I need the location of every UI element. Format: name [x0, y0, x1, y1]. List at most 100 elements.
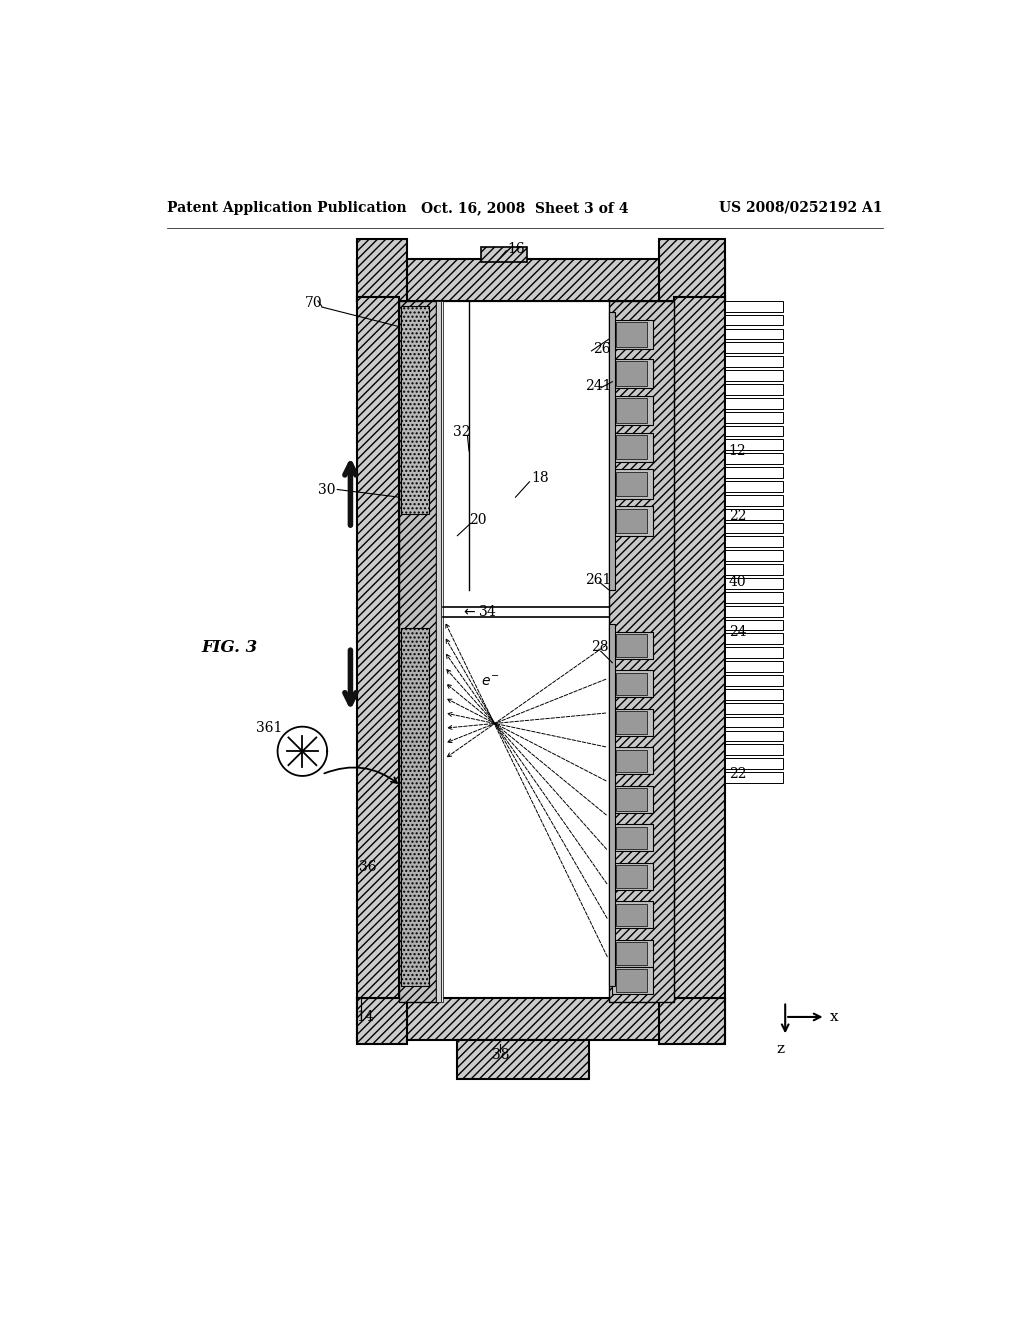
- Bar: [725, 730, 783, 742]
- Bar: [725, 453, 783, 465]
- Bar: [612, 863, 652, 890]
- Bar: [725, 772, 783, 783]
- Bar: [725, 467, 783, 478]
- Text: 16: 16: [508, 243, 525, 256]
- Bar: [436, 301, 441, 1002]
- Text: 12: 12: [729, 444, 746, 458]
- Bar: [612, 940, 652, 966]
- Bar: [616, 969, 647, 991]
- Bar: [725, 550, 783, 561]
- Bar: [612, 825, 652, 851]
- Bar: [725, 356, 783, 367]
- Text: 261: 261: [586, 573, 611, 587]
- Bar: [658, 239, 725, 301]
- Bar: [725, 564, 783, 576]
- Bar: [616, 711, 647, 734]
- Bar: [608, 301, 675, 1002]
- Text: 361: 361: [256, 721, 283, 735]
- Text: 24: 24: [729, 624, 746, 639]
- Bar: [356, 239, 407, 301]
- Bar: [725, 675, 783, 686]
- Bar: [608, 313, 614, 590]
- Bar: [725, 425, 783, 437]
- Bar: [725, 578, 783, 589]
- Bar: [612, 709, 652, 737]
- Bar: [725, 758, 783, 770]
- Bar: [725, 591, 783, 603]
- Bar: [725, 536, 783, 548]
- Bar: [612, 671, 652, 697]
- Bar: [480, 247, 527, 263]
- Text: Oct. 16, 2008  Sheet 3 of 4: Oct. 16, 2008 Sheet 3 of 4: [421, 201, 629, 215]
- Bar: [356, 297, 399, 998]
- Bar: [616, 788, 647, 810]
- Bar: [612, 747, 652, 775]
- Text: 26: 26: [593, 342, 610, 356]
- Text: FIG. 3: FIG. 3: [202, 639, 258, 656]
- Bar: [612, 507, 652, 536]
- Bar: [725, 606, 783, 616]
- Bar: [616, 322, 647, 347]
- Bar: [725, 342, 783, 354]
- Bar: [725, 412, 783, 422]
- Bar: [616, 904, 647, 927]
- Bar: [612, 470, 652, 499]
- Bar: [400, 628, 429, 986]
- Text: Patent Application Publication: Patent Application Publication: [167, 201, 407, 215]
- Text: US 2008/0252192 A1: US 2008/0252192 A1: [719, 201, 883, 215]
- Bar: [675, 297, 725, 998]
- Bar: [356, 998, 725, 1040]
- Text: 36: 36: [359, 859, 377, 874]
- Text: 40: 40: [729, 576, 746, 589]
- Bar: [612, 433, 652, 462]
- Bar: [616, 866, 647, 887]
- Bar: [612, 359, 652, 388]
- Bar: [399, 301, 436, 1002]
- Text: 22: 22: [729, 510, 746, 524]
- Bar: [612, 966, 652, 994]
- Bar: [612, 321, 652, 350]
- Bar: [612, 902, 652, 928]
- Text: 20: 20: [469, 513, 486, 527]
- Bar: [441, 301, 443, 1002]
- Bar: [725, 495, 783, 506]
- Bar: [725, 647, 783, 659]
- Text: 70: 70: [305, 296, 323, 310]
- Bar: [608, 624, 614, 986]
- Bar: [725, 744, 783, 755]
- Bar: [616, 826, 647, 849]
- Text: $\leftarrow$34: $\leftarrow$34: [461, 605, 498, 619]
- Text: x: x: [829, 1010, 838, 1024]
- Bar: [725, 523, 783, 533]
- Bar: [612, 396, 652, 425]
- Bar: [616, 942, 647, 965]
- Bar: [356, 259, 725, 301]
- Bar: [616, 434, 647, 459]
- Bar: [725, 717, 783, 727]
- Text: 18: 18: [531, 471, 549, 484]
- Text: 22: 22: [729, 767, 746, 781]
- Bar: [725, 440, 783, 450]
- Bar: [725, 480, 783, 492]
- Bar: [725, 314, 783, 326]
- Bar: [725, 397, 783, 409]
- Text: 14: 14: [356, 1010, 375, 1024]
- Bar: [356, 998, 407, 1044]
- Text: 30: 30: [318, 483, 336, 496]
- Bar: [399, 301, 675, 1002]
- Bar: [616, 508, 647, 533]
- Text: 32: 32: [454, 425, 471, 438]
- Bar: [725, 702, 783, 714]
- Bar: [616, 673, 647, 696]
- Bar: [616, 750, 647, 772]
- Bar: [725, 301, 783, 312]
- Text: z: z: [776, 1043, 784, 1056]
- Bar: [725, 329, 783, 339]
- Bar: [725, 689, 783, 700]
- Text: 38: 38: [493, 1048, 510, 1063]
- Bar: [616, 360, 647, 385]
- Bar: [458, 1040, 589, 1078]
- Bar: [725, 384, 783, 395]
- Bar: [725, 661, 783, 672]
- Bar: [400, 306, 429, 513]
